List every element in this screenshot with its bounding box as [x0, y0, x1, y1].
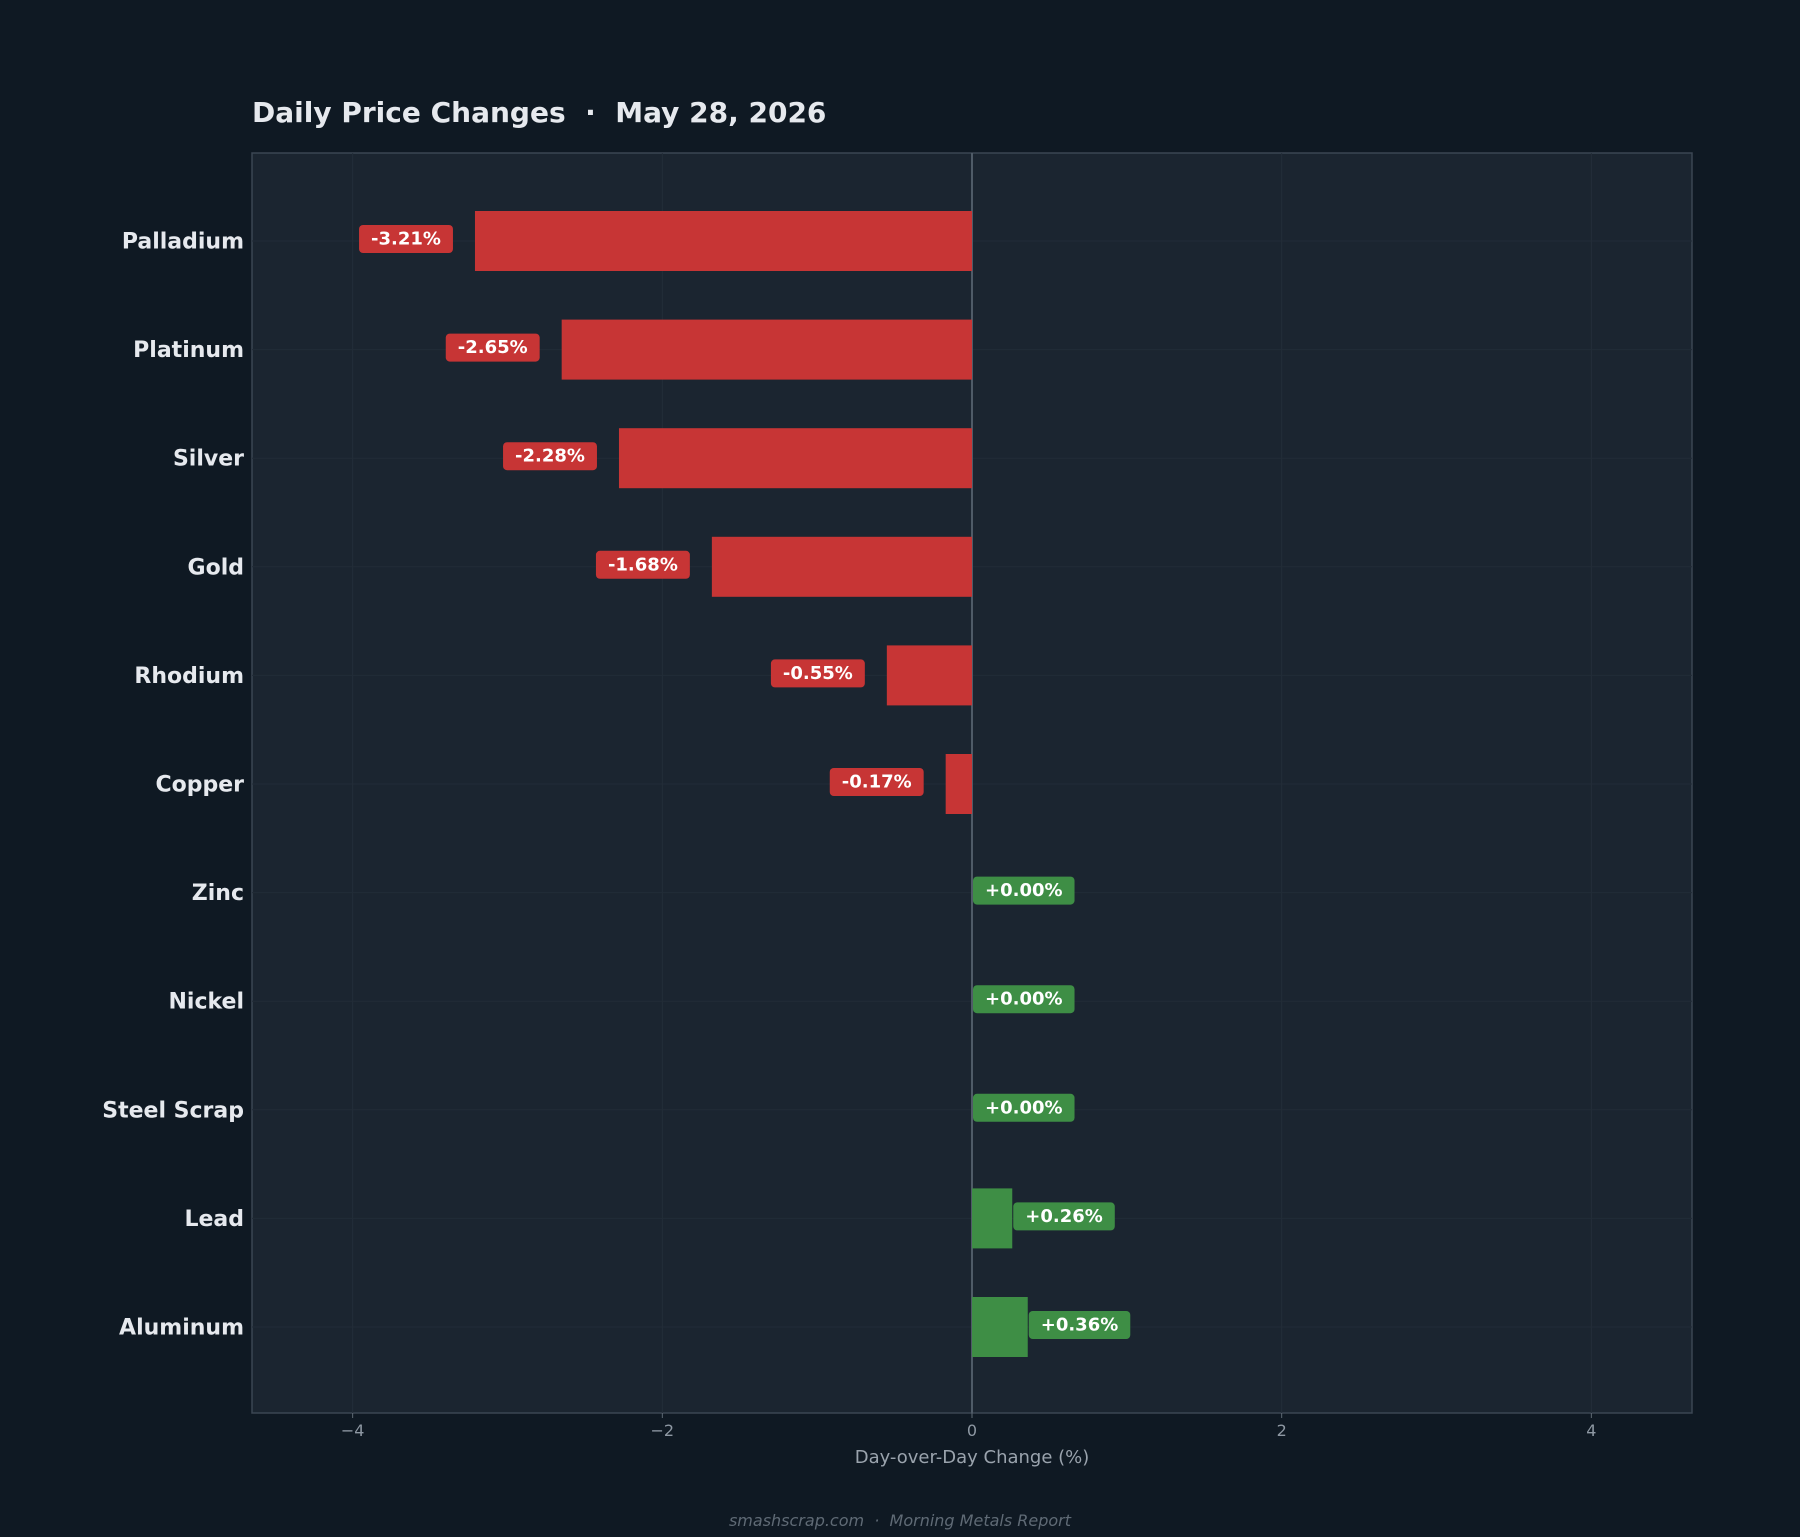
bar-palladium — [474, 211, 972, 271]
category-label: Rhodium — [134, 664, 244, 689]
category-label: Copper — [155, 773, 244, 798]
value-label-gold: -1.68% — [595, 550, 690, 579]
bar-platinum — [561, 319, 972, 380]
svg-text:-2.28%: -2.28% — [515, 446, 585, 467]
svg-text:-0.55%: -0.55% — [783, 663, 853, 684]
svg-text:+0.26%: +0.26% — [1025, 1206, 1103, 1227]
value-label-platinum: -2.65% — [445, 333, 540, 362]
value-label-aluminum: +0.36% — [1028, 1311, 1131, 1339]
category-label: Nickel — [169, 990, 245, 1015]
value-label-steel-scrap: +0.00% — [973, 1093, 1075, 1122]
svg-text:+0.00%: +0.00% — [985, 1097, 1063, 1118]
svg-text:+0.00%: +0.00% — [985, 880, 1063, 901]
x-tick-labels: −4 −2 0 2 4 — [341, 1413, 1596, 1440]
svg-text:-0.17%: -0.17% — [842, 772, 912, 793]
category-label: Zinc — [192, 881, 244, 906]
x-tick-label: −2 — [651, 1421, 675, 1440]
bar-silver — [618, 428, 972, 489]
x-tick-label: 4 — [1586, 1421, 1596, 1440]
svg-text:-3.21%: -3.21% — [371, 229, 441, 250]
bar-rhodium — [886, 645, 972, 706]
bar-copper — [945, 754, 972, 814]
category-labels: Palladium Platinum Silver Gold Rhodium Copper… — [102, 230, 244, 1341]
x-tick-label: 0 — [967, 1421, 977, 1440]
value-label-nickel: +0.00% — [973, 985, 1075, 1014]
x-tick-label: −4 — [341, 1421, 365, 1440]
category-label: Steel Scrap — [102, 1098, 244, 1123]
value-label-silver: -2.28% — [503, 442, 597, 471]
bars: -3.21% -2.65% -2.28% -1.68% -0.55% -0.17% +0.0… — [359, 211, 1131, 1357]
category-label: Palladium — [122, 230, 244, 255]
category-label: Aluminum — [119, 1316, 244, 1341]
value-label-palladium: -3.21% — [359, 225, 453, 253]
value-label-rhodium: -0.55% — [770, 659, 865, 688]
category-label: Platinum — [133, 338, 244, 363]
svg-text:+0.00%: +0.00% — [985, 989, 1063, 1010]
chart-title: Daily Price Changes · May 28, 2026 — [252, 96, 826, 129]
value-label-lead: +0.26% — [1013, 1202, 1115, 1231]
svg-text:-1.68%: -1.68% — [608, 554, 678, 575]
bar-lead — [972, 1188, 1013, 1249]
category-label: Gold — [188, 555, 244, 580]
footer-source: smashscrap.com · Morning Metals Report — [729, 1511, 1072, 1530]
bar-aluminum — [972, 1297, 1028, 1357]
svg-text:-2.65%: -2.65% — [458, 337, 528, 358]
value-label-zinc: +0.00% — [973, 876, 1075, 905]
value-label-copper: -0.17% — [829, 768, 924, 796]
category-label: Silver — [173, 447, 244, 472]
svg-text:+0.36%: +0.36% — [1041, 1315, 1119, 1336]
x-tick-label: 2 — [1277, 1421, 1287, 1440]
category-label: Lead — [184, 1207, 244, 1232]
bar-gold — [711, 536, 972, 597]
x-axis-label: Day-over-Day Change (%) — [855, 1447, 1090, 1468]
